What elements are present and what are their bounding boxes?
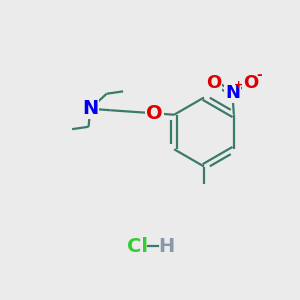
Text: H: H xyxy=(158,236,175,256)
Text: -: - xyxy=(256,68,262,82)
Text: Cl: Cl xyxy=(128,236,148,256)
Text: O: O xyxy=(243,74,259,92)
Text: O: O xyxy=(146,104,163,123)
Text: +: + xyxy=(234,80,244,90)
Text: N: N xyxy=(225,84,240,102)
Text: O: O xyxy=(206,74,221,92)
Text: N: N xyxy=(82,99,98,118)
